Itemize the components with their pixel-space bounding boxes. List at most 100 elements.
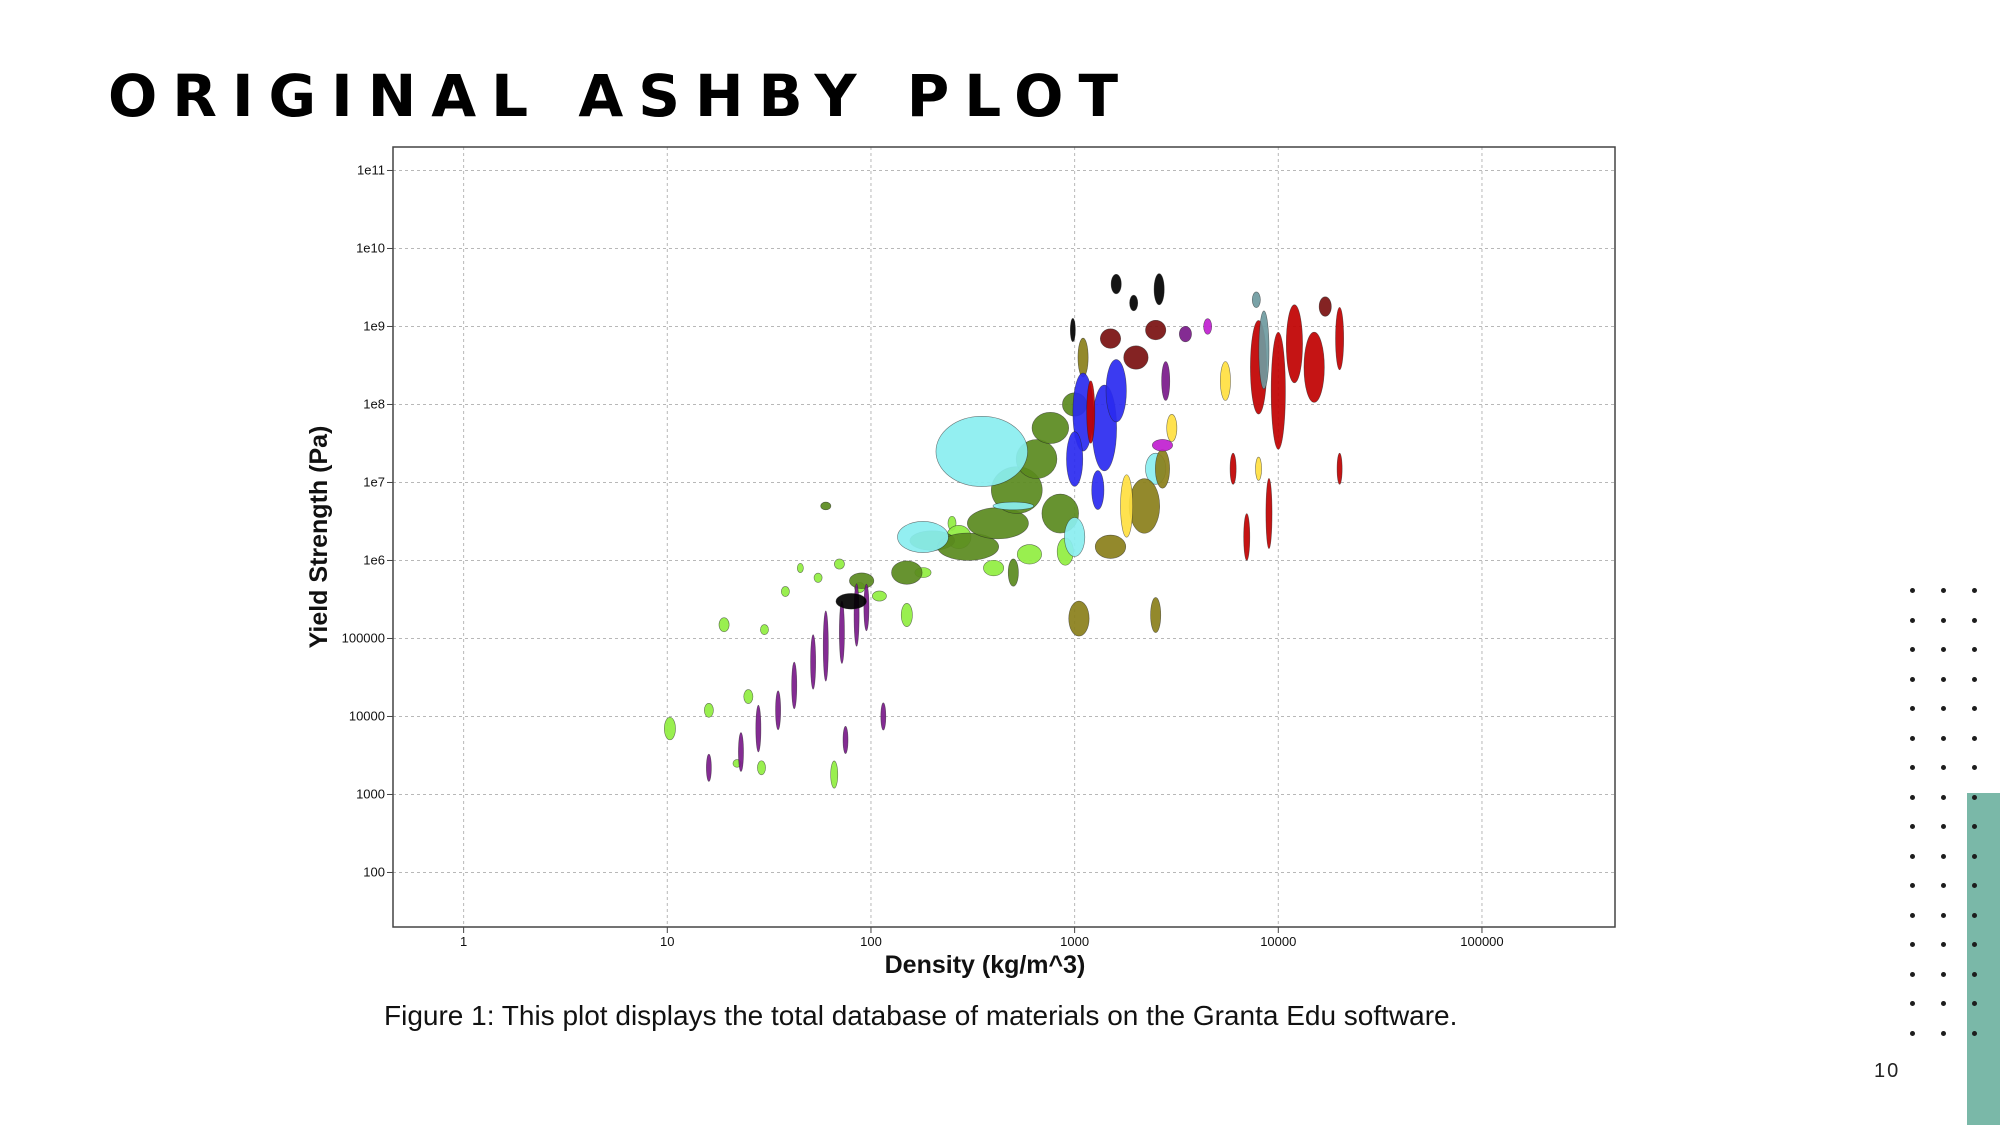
material-bubble: [1285, 304, 1303, 384]
decorative-dot: [1910, 971, 1915, 977]
decorative-dot: [1910, 676, 1915, 682]
material-bubble: [830, 760, 839, 789]
material-bubble: [900, 602, 913, 627]
decorative-dot: [1910, 647, 1915, 652]
figure-caption: Figure 1: This plot displays the total d…: [384, 1000, 1458, 1031]
material-bubble: [1258, 310, 1270, 390]
decorative-dot: [1972, 824, 1977, 829]
material-bubble: [1179, 325, 1192, 343]
material-bubble: [1336, 452, 1343, 485]
material-bubble: [1265, 478, 1273, 549]
material-bubble: [755, 704, 762, 753]
ashby-chart: 1 10 100 1000 10000 100000 100 1000 10000 100000 1…: [305, 146, 1616, 979]
material-bubble: [791, 661, 798, 710]
y-tick-label: 1e9: [363, 318, 385, 333]
decorative-dot: [1972, 676, 1977, 682]
decorative-dot: [1972, 1001, 1977, 1006]
material-bubble: [839, 600, 845, 664]
material-bubble: [1318, 296, 1332, 317]
decorative-dot: [1910, 617, 1915, 623]
material-bubble: [1120, 474, 1134, 538]
decorative-dot-grid: [1910, 588, 2000, 1050]
material-bubble: [1068, 600, 1090, 637]
material-bubble: [1110, 273, 1122, 295]
material-bubble: [1069, 318, 1076, 343]
material-bubble: [842, 726, 849, 754]
decorative-dot: [1941, 853, 1946, 859]
decorative-dot: [1910, 794, 1915, 800]
material-bubble: [1105, 359, 1127, 423]
material-bubble: [664, 716, 676, 741]
material-bubble: [1153, 273, 1165, 306]
decorative-dot: [1972, 971, 1977, 977]
decorative-dot: [1941, 706, 1946, 711]
material-bubble: [810, 634, 816, 690]
material-bubble: [775, 690, 781, 731]
material-bubble: [703, 702, 714, 718]
material-bubble: [835, 593, 867, 610]
plot-frame: [392, 146, 1616, 928]
decorative-dot: [1941, 676, 1946, 682]
x-tick-label: 1000: [1060, 934, 1089, 949]
material-bubble: [1129, 294, 1139, 312]
y-tick-label: 100000: [342, 630, 385, 645]
decorative-dot: [1910, 735, 1915, 741]
data-marks: [664, 273, 1344, 789]
material-bubble: [1086, 380, 1096, 444]
decorative-dot: [1941, 617, 1946, 623]
decorative-dot: [1941, 824, 1946, 829]
decorative-dot: [1910, 853, 1915, 859]
material-bubble: [863, 583, 870, 632]
material-bubble: [1066, 431, 1084, 487]
decorative-dot: [1941, 971, 1946, 977]
decorative-dot: [1910, 824, 1915, 829]
material-bubble: [1270, 331, 1286, 450]
decorative-dot: [1941, 735, 1946, 741]
x-tick-label: 100000: [1460, 934, 1503, 949]
y-tick-label: 1e10: [356, 240, 385, 255]
material-bubble: [1100, 328, 1121, 349]
material-bubble: [1007, 558, 1019, 587]
material-bubble: [1255, 456, 1262, 481]
material-bubble: [1031, 412, 1069, 444]
material-bubble: [935, 416, 1028, 487]
decorative-dot: [1972, 883, 1977, 888]
y-tick-label: 1000: [356, 786, 385, 801]
material-bubble: [849, 572, 875, 589]
material-bubble: [1123, 345, 1149, 370]
material-bubble: [706, 753, 712, 782]
material-bubble: [1251, 291, 1261, 308]
decorative-dot: [1972, 617, 1977, 623]
material-bubble: [1166, 414, 1178, 442]
material-bubble: [1064, 517, 1086, 557]
material-bubble: [760, 624, 769, 635]
decorative-dot: [1910, 1001, 1915, 1006]
x-tick-label: 10: [660, 934, 674, 949]
grid-lines: [393, 147, 1615, 927]
decorative-dot: [1941, 912, 1946, 918]
material-bubble: [1150, 597, 1162, 633]
decorative-dot: [1910, 706, 1915, 711]
decorative-dot: [1941, 883, 1946, 888]
material-bubble: [834, 558, 845, 570]
decorative-dot: [1972, 794, 1977, 800]
page-number: 10: [1874, 1060, 1901, 1082]
decorative-dot: [1972, 1030, 1977, 1036]
material-bubble: [813, 572, 823, 583]
decorative-dot: [1972, 912, 1977, 918]
decorative-dot: [1910, 588, 1915, 593]
material-bubble: [897, 521, 949, 553]
y-tick-label: 1e6: [363, 552, 385, 567]
material-bubble: [871, 590, 887, 602]
material-bubble: [1335, 307, 1344, 371]
decorative-dot: [1972, 853, 1977, 859]
decorative-dot: [1972, 735, 1977, 741]
material-bubble: [1303, 331, 1325, 403]
material-bubble: [853, 583, 860, 647]
x-tick-label: 100: [860, 934, 882, 949]
decorative-dot: [1941, 647, 1946, 652]
material-bubble: [1145, 319, 1167, 341]
decorative-dot: [1972, 765, 1977, 770]
material-bubble: [1152, 439, 1173, 452]
x-axis-label: Density (kg/m^3): [885, 951, 1086, 979]
